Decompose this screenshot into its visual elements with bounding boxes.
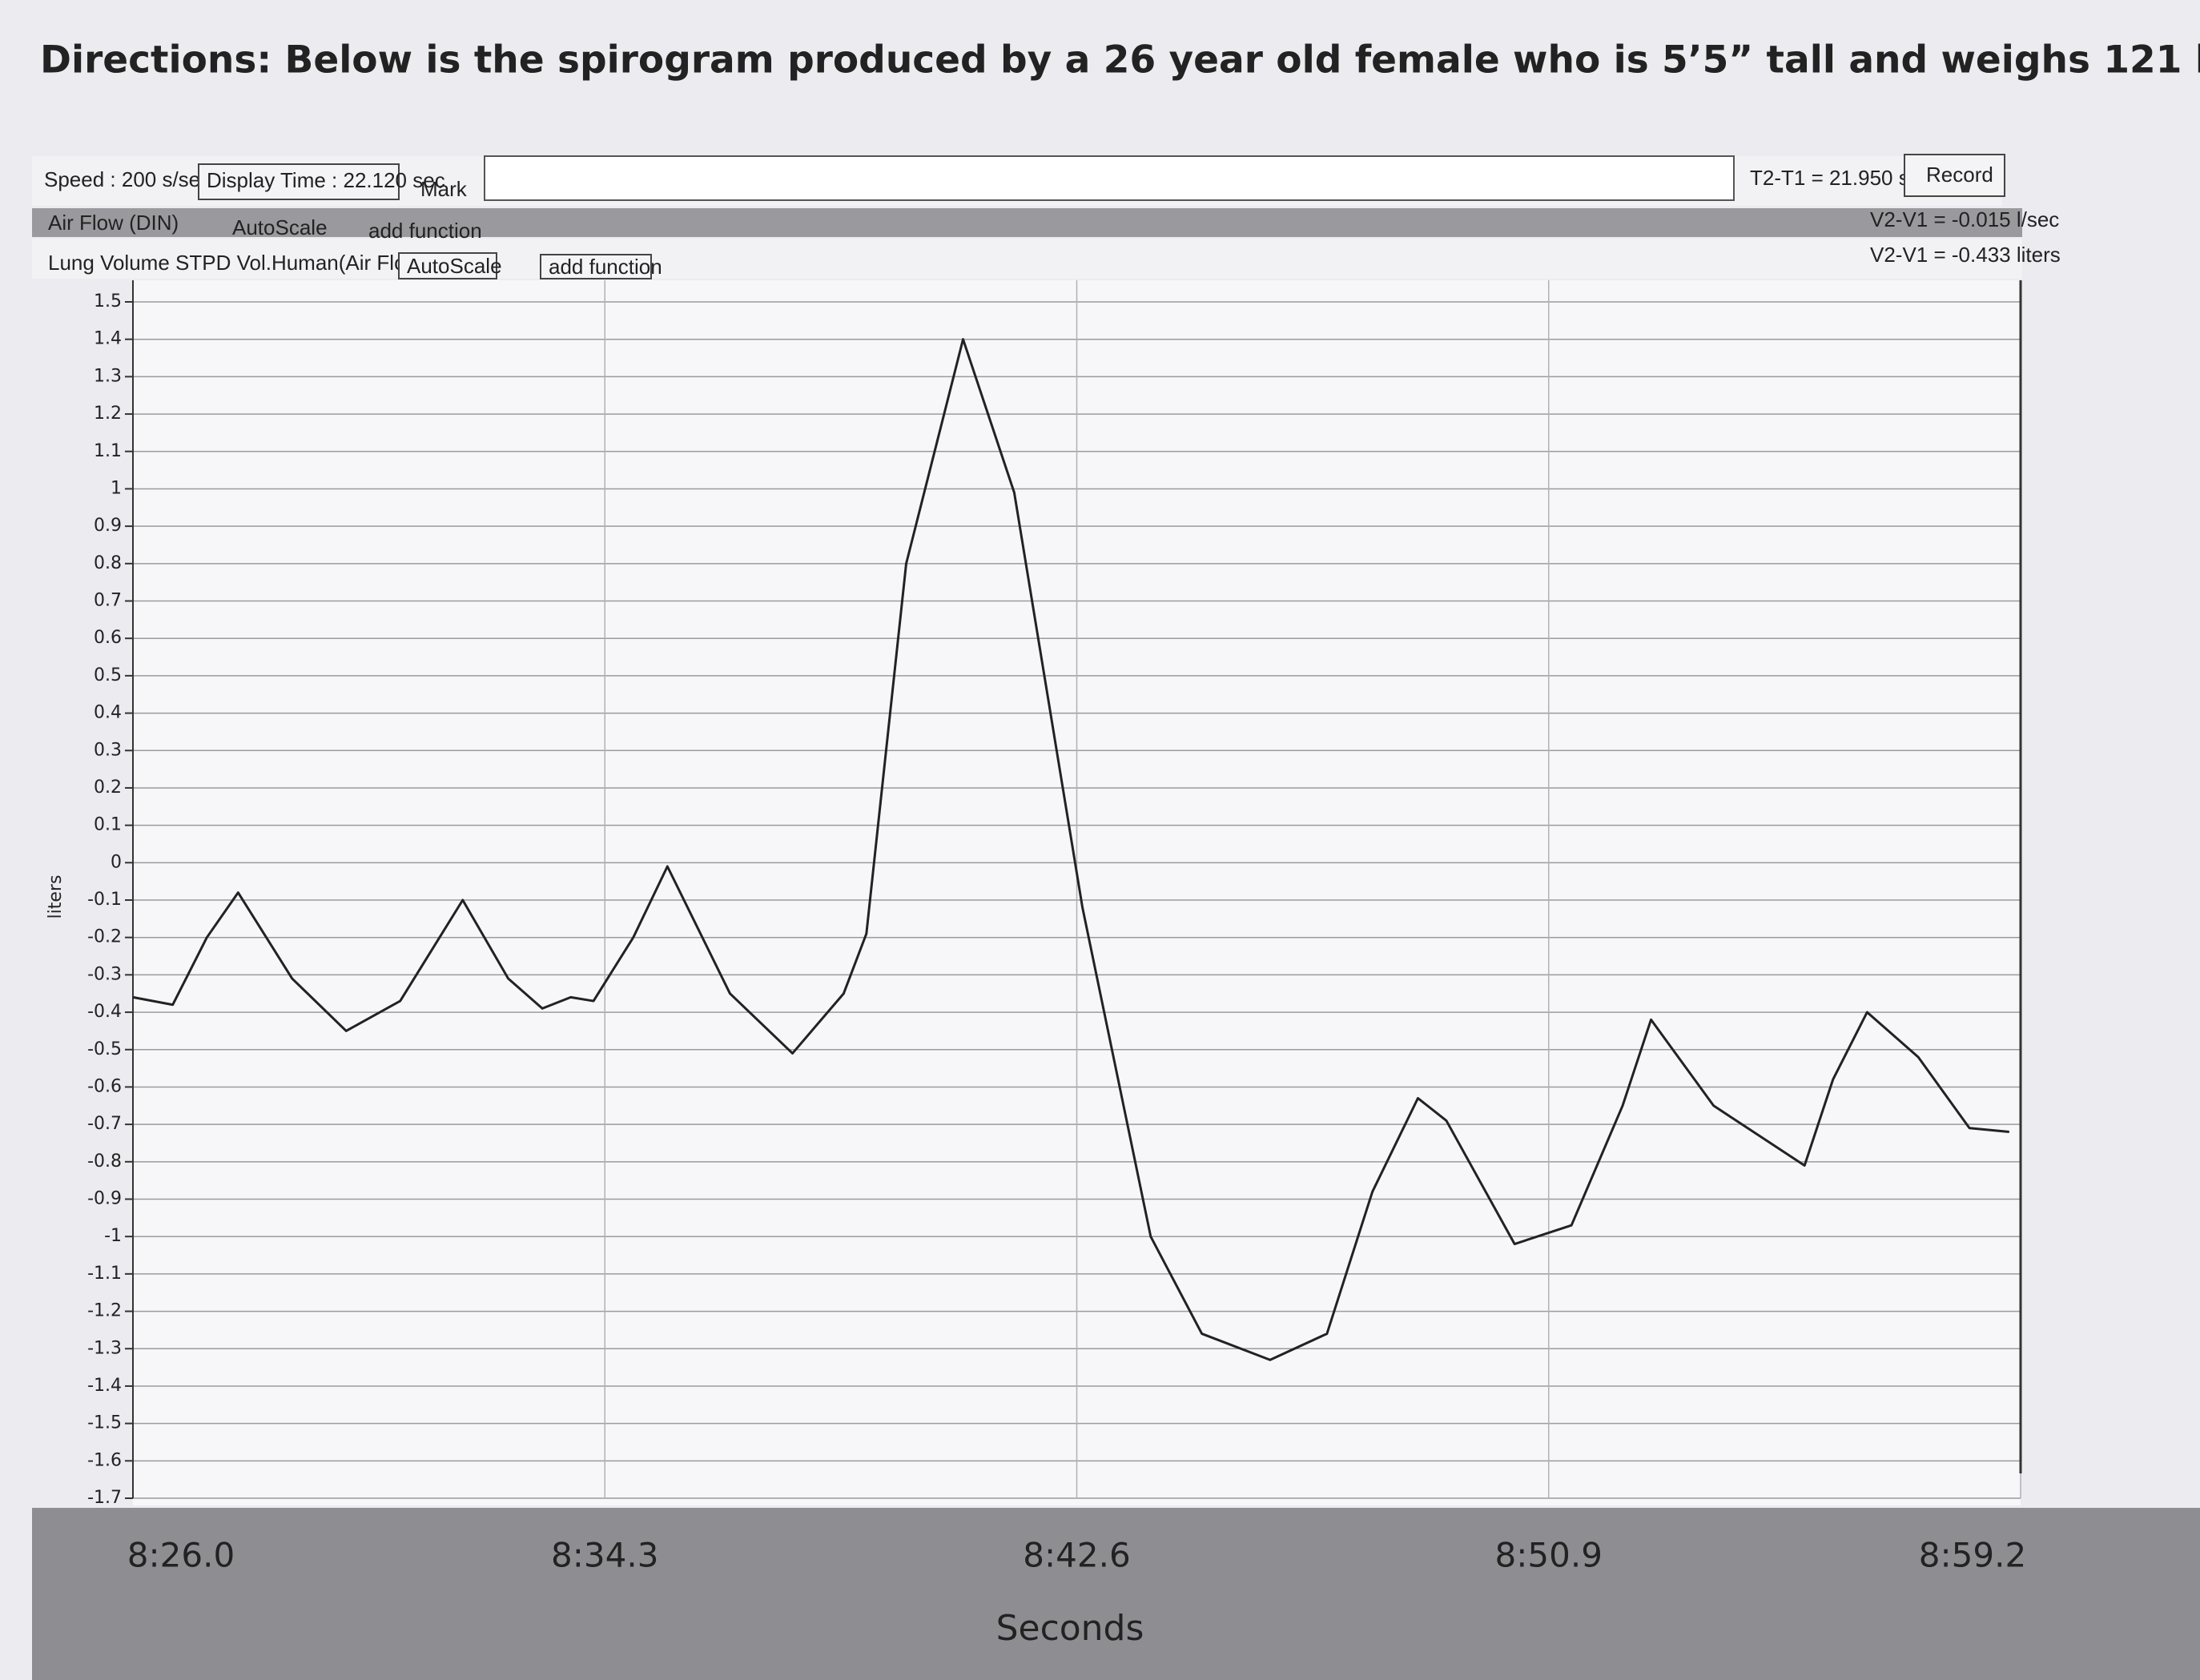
y-tick-label: -1.3 bbox=[87, 1338, 122, 1358]
air-flow-row bbox=[32, 208, 2022, 237]
mark-label[interactable]: Mark bbox=[420, 177, 468, 201]
v2-v1-volume: V2-V1 = -0.433 liters bbox=[1870, 243, 2061, 267]
y-tick-label: -1 bbox=[104, 1226, 122, 1246]
air-flow: Air Flow (DIN) bbox=[48, 211, 179, 235]
record-button[interactable] bbox=[1904, 154, 2005, 197]
y-tick-label: 0.2 bbox=[94, 778, 122, 798]
y-tick-label: 0 bbox=[111, 852, 122, 872]
lung-volume-row bbox=[32, 239, 2022, 279]
y-tick-label: -0.2 bbox=[87, 927, 122, 947]
directions: Directions: Below is the spirogram produ… bbox=[40, 38, 2200, 82]
add-function-button[interactable] bbox=[540, 254, 652, 279]
y-tick-label: 0.7 bbox=[94, 591, 122, 611]
y-tick-label: -1.1 bbox=[87, 1264, 122, 1284]
y-tick-label: 0.3 bbox=[94, 740, 122, 760]
y-tick-label: -0.5 bbox=[87, 1039, 122, 1059]
display-time[interactable]: Display Time : 22.120 sec bbox=[207, 168, 445, 192]
y-tick-label: 0.9 bbox=[94, 516, 122, 536]
y-tick-label: -1.7 bbox=[87, 1488, 122, 1508]
x-tick-label: 8:42.6 bbox=[1023, 1536, 1130, 1575]
mark-field[interactable] bbox=[484, 155, 1735, 201]
y-tick-label: 1 bbox=[111, 478, 122, 498]
y-tick-label: -1.5 bbox=[87, 1413, 122, 1433]
y-tick-label: 0.4 bbox=[94, 703, 122, 723]
y-tick-label: -0.8 bbox=[87, 1151, 122, 1172]
y-tick-label: 1.1 bbox=[94, 441, 122, 461]
t2-t1: T2-T1 = 21.950 sec bbox=[1750, 166, 1931, 190]
autoscale-button[interactable] bbox=[398, 252, 497, 279]
v2-v1-flow: V2-V1 = -0.015 l/sec bbox=[1870, 207, 2059, 231]
y-tick-label: -0.1 bbox=[87, 890, 122, 910]
add-function[interactable]: add function bbox=[549, 255, 662, 279]
y-tick-label: -0.4 bbox=[87, 1002, 122, 1022]
display-time-button[interactable] bbox=[198, 163, 400, 200]
y-tick-label: 1.4 bbox=[94, 329, 122, 349]
y-tick-label: -1.2 bbox=[87, 1301, 122, 1321]
x-axis-band bbox=[32, 1508, 2200, 1680]
speed: Speed : 200 s/sec bbox=[44, 167, 211, 191]
x-tick-label: 8:34.3 bbox=[551, 1536, 658, 1575]
y-tick-label: 0.5 bbox=[94, 665, 122, 685]
y-tick-label: -0.7 bbox=[87, 1114, 122, 1134]
x-tick-label: 8:59.2 bbox=[1919, 1536, 2026, 1575]
y-tick-label: 1.5 bbox=[94, 291, 122, 311]
x-axis-title: Seconds bbox=[996, 1608, 1144, 1649]
y-tick-label: 1.2 bbox=[94, 404, 122, 424]
autoscale[interactable]: AutoScale bbox=[407, 254, 502, 278]
y-tick-label: -0.6 bbox=[87, 1076, 122, 1096]
y-tick-label: 0.1 bbox=[94, 815, 122, 835]
y-tick-label: -0.9 bbox=[87, 1189, 122, 1209]
lung-volume: Lung Volume STPD Vol.Human(Air Flow) bbox=[48, 251, 428, 275]
y-tick-label: -1.6 bbox=[87, 1450, 122, 1470]
y-axis-title: liters bbox=[46, 875, 66, 919]
y-tick-label: 1.3 bbox=[94, 366, 122, 386]
y-tick-label: -0.3 bbox=[87, 964, 122, 984]
y-tick-label: 0.8 bbox=[94, 553, 122, 573]
autoscale[interactable]: AutoScale bbox=[232, 215, 328, 239]
y-tick-label: 0.6 bbox=[94, 628, 122, 648]
record[interactable]: Record bbox=[1926, 163, 1993, 187]
x-tick-label: 8:50.9 bbox=[1495, 1536, 1603, 1575]
y-tick-label: -1.4 bbox=[87, 1376, 122, 1396]
add-function[interactable]: add function bbox=[368, 219, 482, 243]
x-tick-label: 8:26.0 bbox=[127, 1536, 235, 1575]
line bbox=[132, 338, 2009, 1361]
